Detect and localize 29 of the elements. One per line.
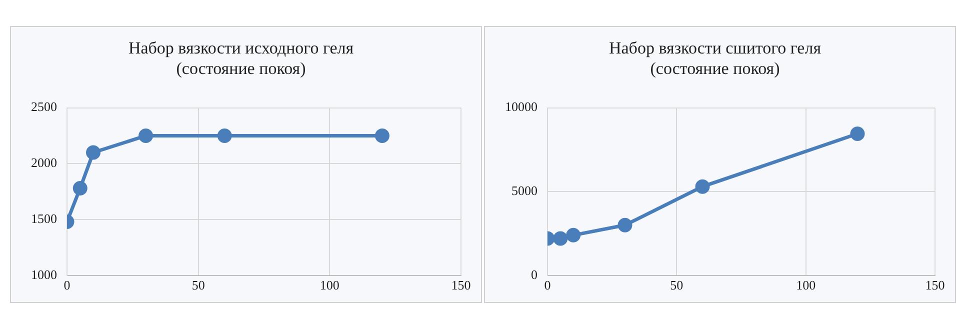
x-tick-label: 100: [796, 278, 816, 293]
point: [618, 218, 632, 232]
x-tick-label: 0: [64, 278, 70, 293]
point: [374, 128, 390, 143]
y-tick-label: 10000: [505, 99, 538, 114]
x-tick-label: 100: [320, 278, 340, 293]
y-tick-label: 2000: [31, 155, 57, 170]
point: [217, 128, 232, 143]
point: [695, 179, 710, 194]
x-tick-label: 0: [544, 278, 551, 293]
x-tick-label: 150: [451, 278, 471, 293]
point: [138, 128, 154, 143]
text: Набор вязкости исходного геля: [128, 38, 354, 58]
y-tick-label: 1500: [31, 210, 57, 226]
point: [566, 228, 581, 242]
y-tick-label: 2500: [31, 99, 57, 114]
text: Набор вязкости сшитого геля: [608, 38, 822, 58]
y-tick-label: 5000: [512, 183, 538, 198]
x-tick-label: 50: [670, 278, 684, 293]
point: [86, 145, 101, 160]
point: [850, 126, 865, 142]
x-tick-label: 150: [925, 278, 945, 293]
y-tick-label: 1000: [31, 266, 57, 282]
text: (состояние покоя): [650, 59, 780, 78]
point: [553, 231, 568, 246]
text: (состояние покоя): [176, 59, 306, 78]
y-tick-label: 0: [531, 266, 538, 282]
point: [72, 181, 88, 196]
x-tick-label: 50: [192, 278, 205, 293]
